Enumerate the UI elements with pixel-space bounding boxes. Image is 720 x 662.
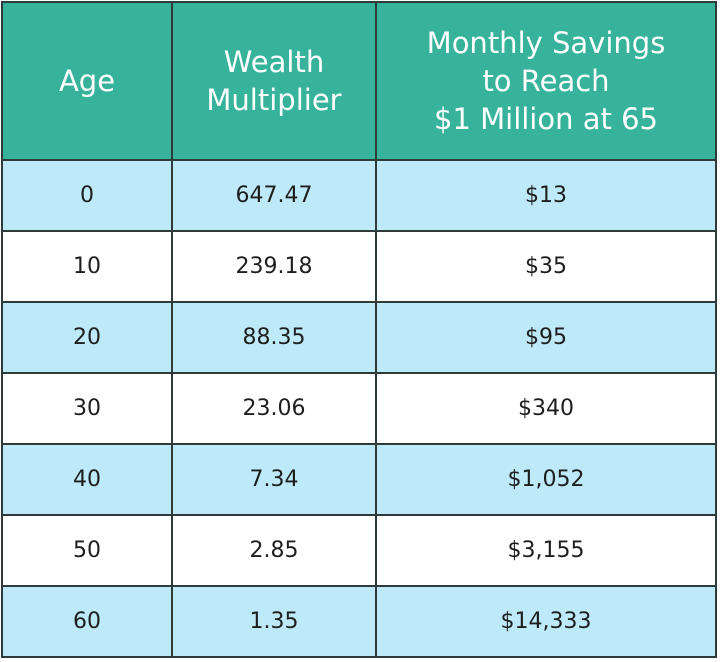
table-cell: $35 [377, 232, 715, 301]
table-cell: 60 [3, 587, 171, 656]
table-cell: 239.18 [173, 232, 375, 301]
table-cell: 30 [3, 374, 171, 443]
header-cell: Age [3, 3, 171, 159]
header-line: $1 Million at 65 [434, 102, 658, 136]
table-cell: 23.06 [173, 374, 375, 443]
header-line: Monthly Savings [426, 26, 666, 60]
table-cell: 10 [3, 232, 171, 301]
table-cell: 1.35 [173, 587, 375, 656]
table-cell: $95 [377, 303, 715, 372]
table-cell: $14,333 [377, 587, 715, 656]
table-cell: 7.34 [173, 445, 375, 514]
table-cell: $3,155 [377, 516, 715, 585]
table-cell: $1,052 [377, 445, 715, 514]
header-line: to Reach [482, 64, 610, 98]
table-cell: $13 [377, 161, 715, 230]
table-cell: 50 [3, 516, 171, 585]
table-cell: 88.35 [173, 303, 375, 372]
header-line: Age [58, 64, 116, 98]
header-cell: Wealth Multiplier [173, 3, 375, 159]
table-cell: 0 [3, 161, 171, 230]
header-cell: Monthly Savings to Reach $1 Million at 65 [377, 3, 715, 159]
header-line: Multiplier [206, 83, 342, 117]
table-cell: 2.85 [173, 516, 375, 585]
table-cell: 647.47 [173, 161, 375, 230]
table-cell: 20 [3, 303, 171, 372]
table-cell: 40 [3, 445, 171, 514]
header-line: Wealth [223, 45, 325, 79]
table-cell: $340 [377, 374, 715, 443]
